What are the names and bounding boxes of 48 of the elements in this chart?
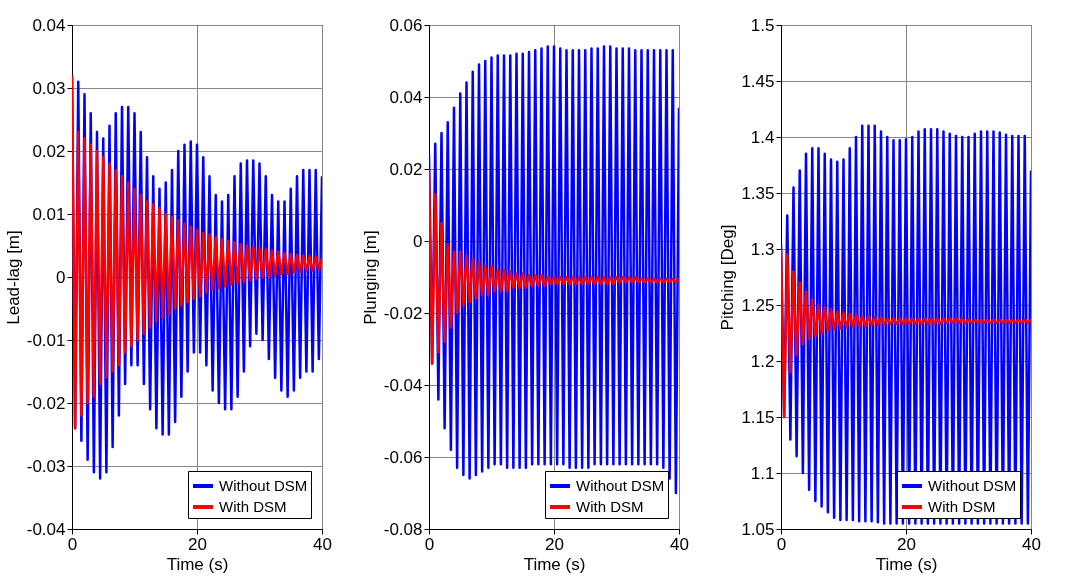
y-tick-label: -0.01 [26, 330, 66, 350]
y-tick-label: 1.2 [750, 351, 775, 371]
y-axis-title: Lead-lag [m] [3, 230, 23, 325]
x-tick-label: 40 [313, 534, 332, 554]
x-tick-label: 20 [897, 534, 916, 554]
y-tick-label: 1.45 [741, 71, 775, 91]
y-tick-label: 0.03 [32, 78, 66, 98]
y-tick-label: 0 [413, 231, 423, 251]
y-tick-label: 0 [56, 267, 66, 287]
y-tick-label: 1.4 [750, 127, 775, 147]
legend-label: With DSM [576, 498, 644, 515]
legend-label: Without DSM [219, 477, 308, 494]
y-tick-label: -0.02 [383, 303, 423, 323]
y-tick-label: -0.04 [26, 519, 66, 539]
line-series [781, 247, 1031, 419]
y-tick-label: -0.03 [26, 456, 66, 476]
y-tick-label: 0.04 [389, 87, 423, 107]
y-tick-label: 0.04 [32, 15, 66, 35]
y-tick-label: -0.06 [383, 447, 423, 467]
x-tick-label: 20 [545, 534, 564, 554]
x-axis-title: Time (s) [166, 554, 229, 574]
x-axis-title: Time (s) [523, 554, 586, 574]
y-tick-label: 1.25 [741, 295, 775, 315]
y-tick-label: 1.3 [750, 239, 775, 259]
y-axis-title: Plunging [m] [360, 230, 380, 325]
x-tick-label: 20 [188, 534, 207, 554]
legend-label: With DSM [219, 498, 287, 515]
y-tick-label: 1.15 [741, 407, 775, 427]
y-tick-label: 1.1 [750, 463, 775, 483]
x-axis-title: Time (s) [875, 554, 938, 574]
y-tick-label: -0.08 [383, 519, 423, 539]
x-tick-label: 40 [670, 534, 689, 554]
y-tick-label: 0.02 [32, 141, 66, 161]
y-tick-label: 0.02 [389, 159, 423, 179]
y-tick-label: 0.01 [32, 204, 66, 224]
line-series [429, 45, 679, 495]
y-tick-label: -0.04 [383, 375, 423, 395]
legend-label: Without DSM [576, 477, 665, 494]
y-tick-label: 0.06 [389, 15, 423, 35]
legend-label: With DSM [928, 498, 996, 515]
line-series [429, 167, 679, 365]
y-tick-label: 1.05 [741, 519, 775, 539]
y-axis-title: Pitching [Deg] [718, 224, 738, 331]
y-tick-label: 1.5 [750, 15, 775, 35]
y-tick-label: 1.35 [741, 183, 775, 203]
y-tick-label: -0.02 [26, 393, 66, 413]
x-tick-label: 40 [1022, 534, 1041, 554]
legend-label: Without DSM [928, 477, 1017, 494]
